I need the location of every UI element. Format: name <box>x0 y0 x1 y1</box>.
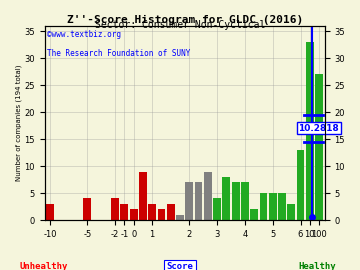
Bar <box>222 177 230 220</box>
Bar <box>148 204 156 220</box>
Bar <box>204 171 212 220</box>
Text: Sector: Consumer Non-Cyclical: Sector: Consumer Non-Cyclical <box>95 20 265 30</box>
Bar <box>195 182 202 220</box>
Bar <box>130 209 138 220</box>
Text: 10.2818: 10.2818 <box>298 124 339 133</box>
Bar <box>167 204 175 220</box>
Bar <box>83 198 91 220</box>
Bar <box>241 182 249 220</box>
Bar <box>121 204 128 220</box>
Bar <box>260 193 267 220</box>
Bar <box>315 74 323 220</box>
Y-axis label: Number of companies (194 total): Number of companies (194 total) <box>15 65 22 181</box>
Bar <box>185 182 193 220</box>
Bar <box>46 204 54 220</box>
Text: The Research Foundation of SUNY: The Research Foundation of SUNY <box>48 49 191 58</box>
Bar <box>176 215 184 220</box>
Text: Healthy: Healthy <box>298 262 336 270</box>
Bar <box>139 171 147 220</box>
Bar <box>287 204 295 220</box>
Bar <box>278 193 286 220</box>
Bar <box>213 198 221 220</box>
Text: Unhealthy: Unhealthy <box>19 262 67 270</box>
Bar <box>111 198 119 220</box>
Bar <box>269 193 277 220</box>
Bar <box>306 42 314 220</box>
Text: ©www.textbiz.org: ©www.textbiz.org <box>48 30 121 39</box>
Title: Z''-Score Histogram for GLDC (2016): Z''-Score Histogram for GLDC (2016) <box>67 15 303 25</box>
Bar <box>158 209 165 220</box>
Bar <box>232 182 239 220</box>
Text: Score: Score <box>167 262 193 270</box>
Bar <box>250 209 258 220</box>
Bar <box>297 150 305 220</box>
